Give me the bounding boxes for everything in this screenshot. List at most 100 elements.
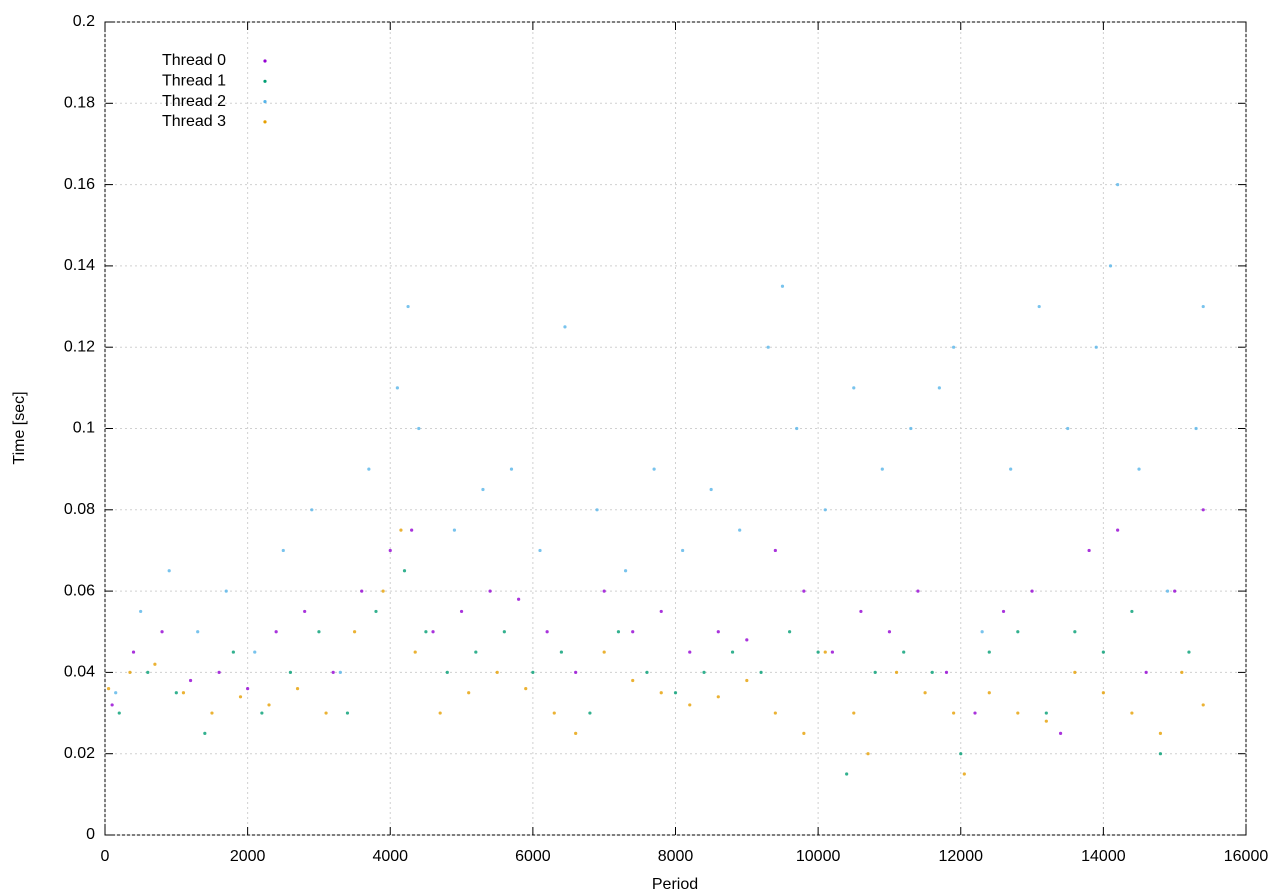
point [980, 630, 984, 634]
point [973, 711, 977, 715]
y-tick-label: 0.04 [64, 664, 95, 681]
point [381, 589, 385, 593]
point [410, 528, 414, 532]
point [324, 711, 328, 715]
point [952, 345, 956, 349]
point [467, 691, 471, 695]
point [1201, 703, 1205, 707]
point [894, 670, 899, 675]
legend-label: Thread 1 [162, 73, 226, 90]
point [1173, 589, 1177, 593]
point [652, 467, 656, 471]
legend-marker [263, 100, 267, 104]
point [944, 670, 949, 675]
point [880, 467, 884, 471]
point [402, 569, 407, 573]
point [595, 508, 599, 512]
point [1009, 467, 1013, 471]
point [923, 691, 927, 695]
point [1094, 345, 1098, 349]
y-tick-label: 0.12 [64, 338, 95, 355]
point [588, 711, 592, 715]
point [217, 670, 221, 675]
y-axis-label: Time [sec] [11, 391, 28, 464]
x-tick-label: 8000 [658, 848, 694, 865]
point [552, 711, 556, 715]
point [1187, 650, 1191, 654]
point [1158, 752, 1163, 756]
point [281, 548, 285, 553]
point [360, 589, 364, 593]
point [574, 731, 578, 735]
point [780, 284, 785, 288]
point [517, 597, 521, 601]
point [1030, 589, 1034, 593]
point [345, 711, 350, 715]
point [887, 630, 892, 634]
point [1073, 630, 1077, 634]
point [131, 650, 136, 654]
point [488, 589, 492, 593]
point [1130, 711, 1134, 715]
point [146, 670, 150, 675]
point [574, 670, 578, 675]
point [602, 650, 606, 654]
point [773, 711, 777, 715]
point [1087, 548, 1091, 553]
y-tick-label: 0.2 [73, 13, 95, 30]
point [481, 487, 485, 492]
legend-label: Thread 2 [162, 93, 226, 110]
y-tick-label: 0.1 [73, 420, 95, 437]
point [716, 695, 720, 699]
x-tick-label: 10000 [796, 848, 841, 865]
point [374, 609, 378, 614]
point [474, 650, 478, 654]
point [1137, 467, 1141, 471]
point [681, 548, 685, 553]
point [602, 589, 606, 593]
point [852, 386, 856, 390]
point [730, 650, 735, 654]
point [1066, 426, 1070, 431]
point [937, 386, 941, 390]
point [260, 711, 264, 715]
point [902, 650, 906, 654]
point [188, 678, 193, 683]
point [987, 691, 991, 695]
point [823, 508, 827, 512]
point [288, 670, 293, 675]
point [1130, 609, 1134, 614]
point [210, 711, 214, 715]
point [196, 630, 200, 634]
point [773, 548, 777, 553]
point [845, 772, 849, 776]
point [930, 670, 934, 675]
point [788, 630, 792, 634]
x-tick-label: 16000 [1224, 848, 1269, 865]
point [866, 752, 870, 756]
point [859, 609, 863, 614]
point [1037, 304, 1041, 309]
point [830, 650, 834, 654]
point [1016, 630, 1020, 634]
point [1201, 304, 1205, 309]
point [117, 711, 121, 715]
point [766, 345, 770, 349]
point [659, 691, 663, 695]
point [1016, 711, 1020, 715]
point [816, 650, 820, 654]
point [952, 711, 956, 715]
point [445, 670, 449, 675]
point [106, 687, 111, 691]
point [559, 650, 564, 654]
point [388, 548, 392, 553]
point [338, 670, 342, 675]
point [1101, 650, 1105, 654]
point [367, 467, 371, 471]
point [331, 670, 335, 675]
point [224, 589, 228, 593]
x-tick-label: 6000 [515, 848, 551, 865]
point [246, 687, 250, 691]
point [738, 528, 742, 532]
